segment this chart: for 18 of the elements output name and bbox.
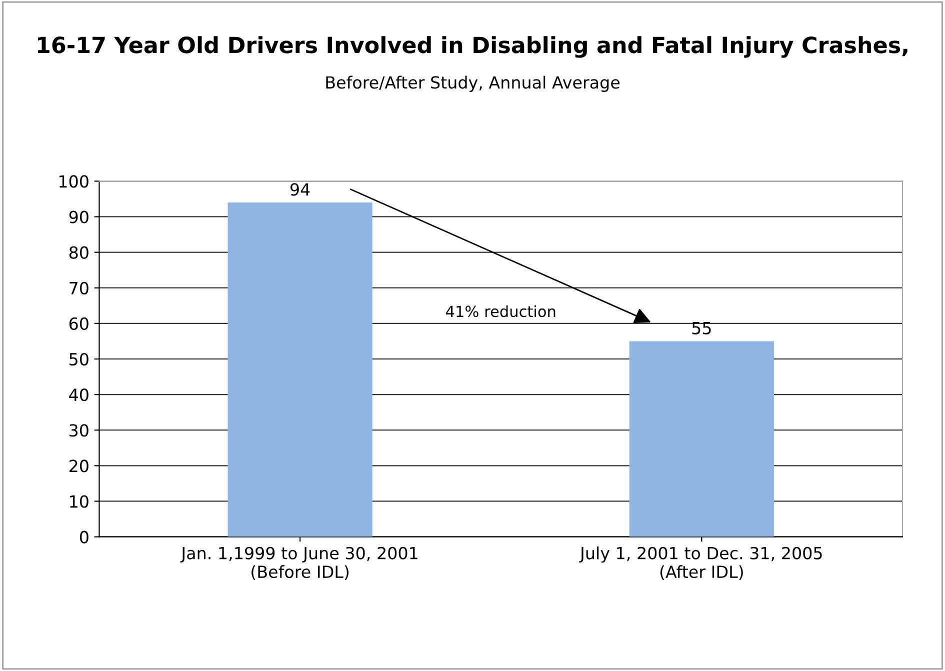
y-tick-label: 60 (69, 317, 88, 330)
y-tick-label: 0 (80, 530, 88, 544)
x-tick-label: Jan. 1,1999 to June 30, 2001 (Before IDL) (180, 546, 418, 580)
y-tick-label: 90 (69, 210, 88, 224)
data-label: 94 (290, 183, 310, 196)
annotation: 41% reduction (446, 305, 556, 318)
chart-subtitle: Before/After Study, Annual Average (326, 76, 620, 92)
y-tick-label: 30 (70, 424, 88, 437)
y-tick-label: 40 (69, 388, 88, 402)
y-tick-label: 10 (70, 495, 88, 508)
y-tick-label: 20 (70, 460, 88, 472)
data-label: 55 (692, 322, 711, 334)
y-tick-label: 100 (60, 175, 88, 188)
y-tick-label: 80 (69, 246, 88, 259)
chart-title: 16-17 Year Old Drivers Involved in Disabling and Fatal Injury Crashes, (38, 36, 908, 58)
y-tick-label: 50 (70, 352, 88, 366)
x-tick-label: July 1, 2001 to Dec. 31, 2005 (After IDL) (579, 546, 822, 580)
y-tick-label: 70 (70, 282, 88, 294)
